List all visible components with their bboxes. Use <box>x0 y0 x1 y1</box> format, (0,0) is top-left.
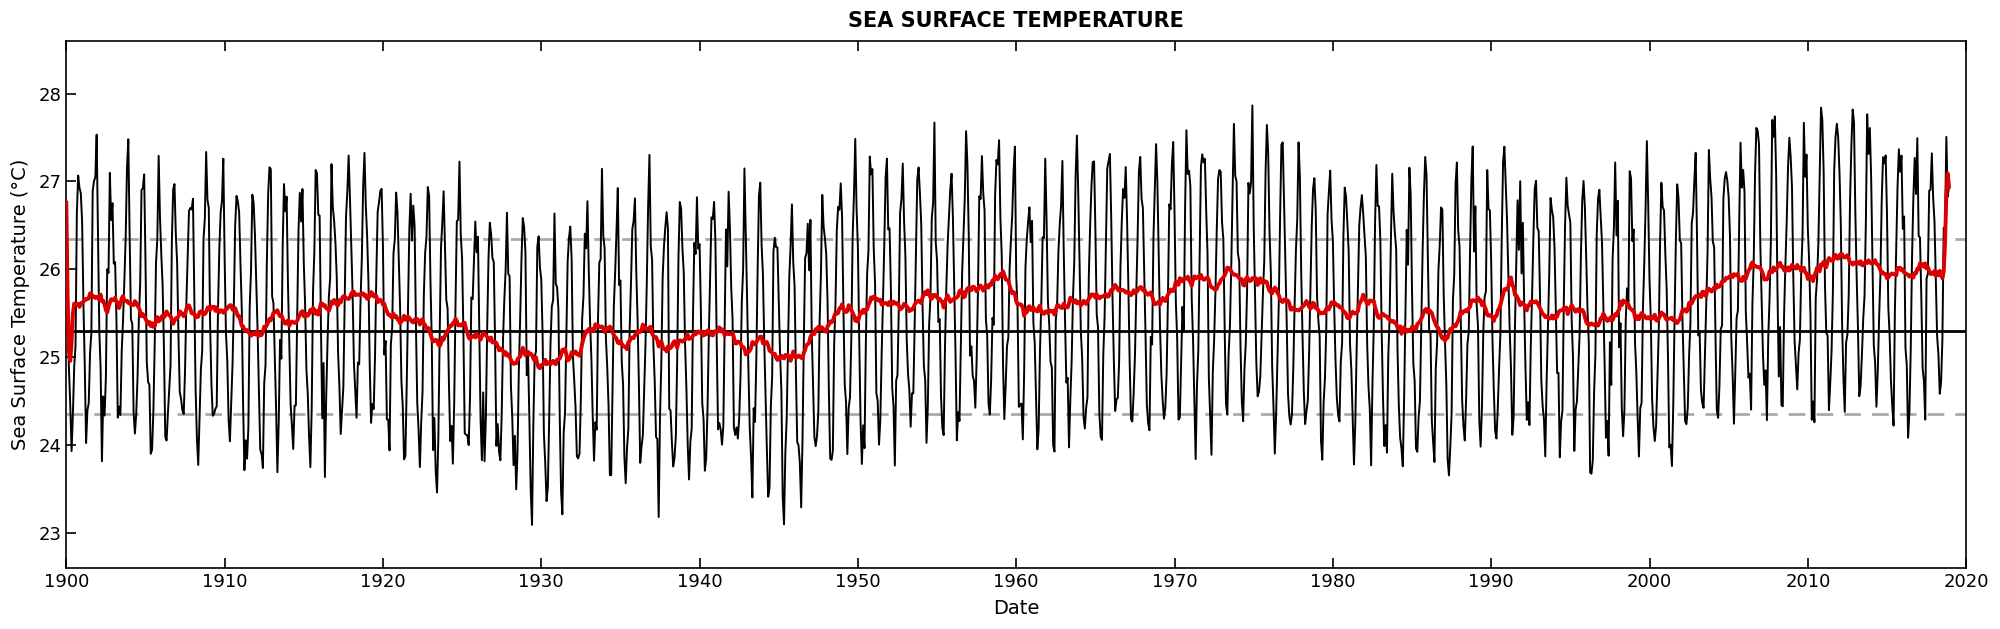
Y-axis label: Sea Surface Temperature (°C): Sea Surface Temperature (°C) <box>12 159 30 450</box>
Title: SEA SURFACE TEMPERATURE: SEA SURFACE TEMPERATURE <box>848 11 1184 31</box>
X-axis label: Date: Date <box>994 599 1040 618</box>
